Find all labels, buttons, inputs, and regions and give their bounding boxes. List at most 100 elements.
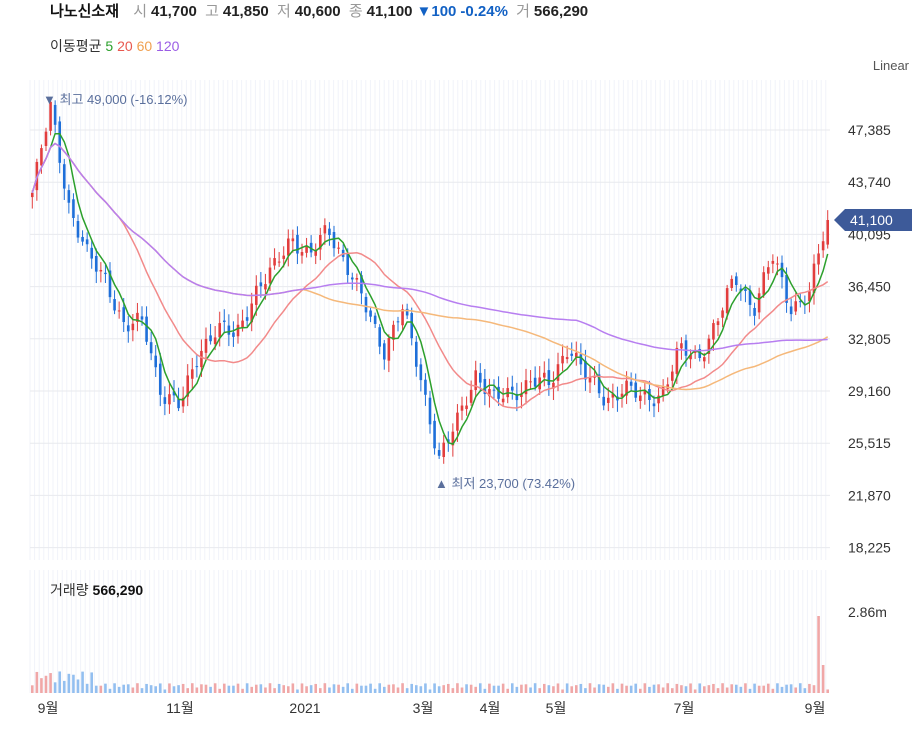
candle-body	[693, 350, 697, 353]
volume-bar	[126, 684, 130, 693]
volume-bar	[753, 683, 756, 693]
candle-body	[515, 393, 519, 401]
ma-legend[interactable]: 이동평균 5 20 60 120	[50, 36, 179, 56]
candle-body	[716, 321, 720, 326]
candle-body	[382, 343, 386, 360]
volume-bar	[643, 683, 647, 693]
volume-bar	[273, 688, 276, 693]
candle-body	[232, 332, 235, 337]
volume-bar	[355, 683, 359, 693]
volume-bar	[657, 684, 660, 693]
scale-mode-toggle[interactable]: Linear	[872, 58, 909, 73]
volume-bar	[332, 684, 336, 693]
volume-bar	[492, 685, 496, 693]
volume-bar	[803, 688, 807, 693]
y-tick-label: 47,385	[848, 122, 891, 138]
candle-body	[245, 317, 249, 321]
volume-bar	[291, 683, 295, 693]
candle-body	[277, 261, 281, 263]
volume-bar	[730, 684, 734, 693]
candle-body	[670, 371, 674, 381]
candle-body	[145, 316, 148, 342]
candle-body	[136, 312, 139, 322]
volume-bar	[817, 616, 820, 693]
volume-bar	[94, 685, 98, 693]
candle-body	[748, 290, 752, 305]
volume-bar	[392, 684, 395, 693]
candle-body	[40, 148, 43, 166]
volume-bar	[410, 683, 414, 693]
candle-body	[766, 267, 770, 274]
candle-body	[488, 389, 491, 397]
candle-body	[547, 370, 551, 386]
volume-bar	[734, 684, 738, 693]
volume-bar	[85, 683, 89, 693]
candle-body	[552, 382, 555, 389]
volume-bar	[497, 685, 500, 693]
candle-body	[689, 354, 692, 360]
volume-bar	[136, 683, 139, 693]
volume-bar	[186, 688, 190, 693]
volume-bar	[149, 685, 153, 693]
volume-bar	[661, 687, 665, 693]
volume-bar	[520, 684, 523, 693]
volume-bar	[510, 683, 514, 693]
candle-body	[602, 396, 606, 406]
candle-body	[200, 350, 203, 368]
candle-body	[94, 256, 98, 272]
candle-body	[222, 320, 226, 322]
candle-body	[826, 220, 830, 245]
candle-body	[442, 442, 446, 458]
volume-bar	[268, 683, 272, 693]
volume-bar	[826, 689, 830, 693]
candle-body	[405, 308, 409, 316]
candle-body	[168, 394, 171, 405]
x-tick-label: 5월	[546, 700, 567, 716]
candle-body	[387, 338, 391, 361]
candle-body	[561, 355, 564, 364]
candle-body	[794, 301, 798, 312]
volume-bar	[547, 685, 551, 693]
candle-body	[579, 354, 583, 365]
volume-bar	[478, 683, 482, 693]
x-tick-label: 3월	[413, 700, 434, 716]
candle-body	[195, 366, 199, 368]
volume-bar	[629, 685, 633, 693]
volume-panel-title: 거래량	[50, 582, 89, 598]
volume-bar	[67, 673, 71, 693]
candle-body	[437, 450, 441, 456]
volume-bar	[158, 683, 162, 693]
volume-bar	[602, 684, 606, 693]
open-value: 41,700	[151, 3, 197, 20]
volume-bar	[616, 688, 619, 693]
volume-bar	[364, 685, 368, 693]
volume-bar	[350, 688, 354, 693]
volume-bar	[337, 684, 340, 693]
volume-bar	[689, 683, 692, 693]
volume-bar	[213, 683, 217, 693]
y-tick-label: 43,740	[848, 174, 891, 190]
volume-bar	[117, 686, 121, 693]
current-price-tag	[834, 209, 912, 232]
candle-body	[126, 325, 130, 332]
candle-body	[629, 381, 633, 386]
candle-body	[360, 275, 363, 294]
volume-bar	[314, 683, 318, 693]
candle-body	[241, 320, 244, 328]
candle-body	[172, 391, 176, 396]
volume-bar	[305, 686, 308, 693]
current-price-label: 41,100	[850, 212, 893, 228]
candle-body	[565, 357, 569, 360]
candle-body	[58, 121, 62, 163]
volume-bar	[154, 686, 158, 693]
candle-body	[460, 405, 464, 411]
candle-body	[757, 293, 761, 313]
volume-bar	[460, 687, 464, 693]
volume-bar	[593, 687, 596, 693]
x-tick-label: 7월	[674, 700, 695, 716]
candle-body	[122, 307, 126, 323]
volume-bar	[474, 686, 478, 693]
candle-body	[392, 324, 395, 340]
volume-bar	[181, 683, 185, 693]
